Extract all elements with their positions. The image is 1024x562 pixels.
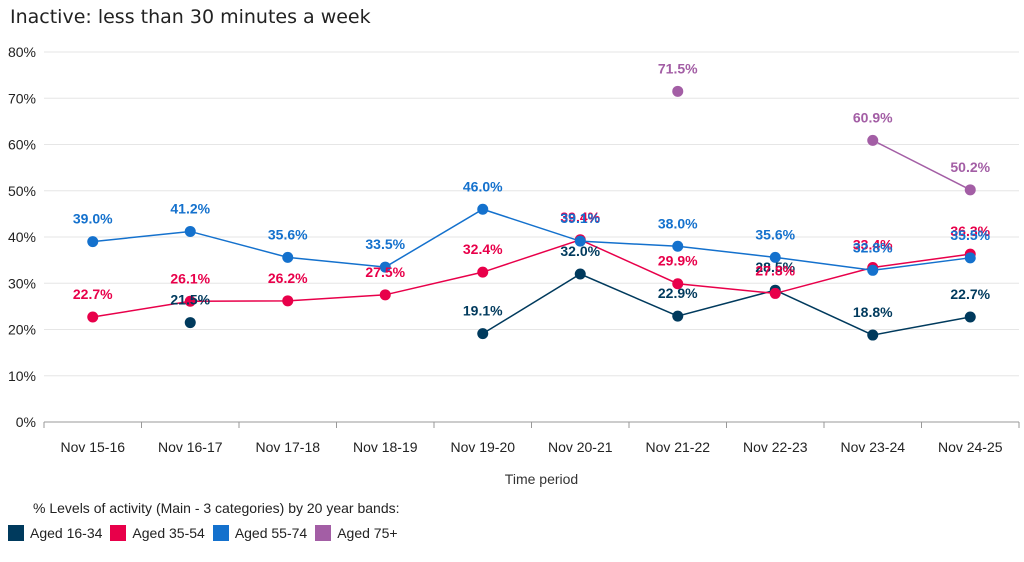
- x-axis-label: Time period: [505, 471, 578, 487]
- data-label: 19.1%: [463, 303, 503, 319]
- legend-label: Aged 35-54: [132, 525, 205, 541]
- data-point: [867, 134, 879, 146]
- data-label: 27.8%: [755, 262, 795, 278]
- data-point: [184, 295, 196, 307]
- y-tick-label: 10%: [8, 368, 36, 384]
- data-point: [379, 289, 391, 301]
- data-label: 38.0%: [658, 215, 698, 231]
- y-tick-label: 40%: [8, 229, 36, 245]
- legend: Aged 16-34 Aged 35-54 Aged 55-74 Aged 75…: [8, 525, 406, 541]
- data-point: [574, 268, 586, 280]
- data-label: 32.8%: [853, 239, 893, 255]
- x-tick-label: Nov 16-17: [158, 439, 223, 455]
- data-label: 71.5%: [658, 60, 698, 76]
- data-label: 29.9%: [658, 253, 698, 269]
- data-point: [964, 311, 976, 323]
- series-line-3: [872, 139, 971, 191]
- data-label: 22.7%: [950, 286, 990, 302]
- data-label: 60.9%: [853, 109, 893, 125]
- data-point: [87, 236, 99, 248]
- legend-title: % Levels of activity (Main - 3 categorie…: [33, 500, 400, 516]
- line-chart: 0% 10% 20% 30% 40% 50% 60% 70% 80% Nov 15-16 Nov 1…: [8, 44, 1020, 487]
- x-tick-label: Nov 19-20: [450, 439, 515, 455]
- data-point: [964, 252, 976, 264]
- series-line-1: [92, 238, 971, 318]
- data-point: [672, 310, 684, 322]
- legend-swatch: [110, 525, 127, 541]
- data-label: 46.0%: [463, 178, 503, 194]
- y-tick-label: 0%: [16, 414, 36, 430]
- data-label: 27.5%: [365, 264, 405, 280]
- data-label: 32.4%: [463, 241, 503, 257]
- y-tick-label: 50%: [8, 183, 36, 199]
- data-point: [184, 225, 196, 237]
- x-tick-label: Nov 23-24: [840, 439, 905, 455]
- data-label: 21.5%: [170, 292, 210, 308]
- data-label: 18.8%: [853, 304, 893, 320]
- data-point: [867, 329, 879, 341]
- legend-label: Aged 55-74: [234, 525, 308, 541]
- x-tick-label: Nov 22-23: [743, 439, 808, 455]
- data-label: 35.6%: [755, 226, 795, 242]
- y-tick-label: 80%: [8, 44, 36, 60]
- series-line-2: [92, 208, 971, 272]
- data-label: 39.1%: [560, 210, 600, 226]
- chart-title: Inactive: less than 30 minutes a week: [10, 6, 371, 28]
- data-label: 33.5%: [365, 236, 405, 252]
- legend-swatch: [315, 525, 332, 541]
- x-tick-label: Nov 21-22: [645, 439, 710, 455]
- data-label: 36.3%: [950, 223, 990, 239]
- data-label: 35.6%: [268, 226, 308, 242]
- data-label: 28.5%: [755, 259, 795, 275]
- data-point: [282, 251, 294, 263]
- data-point: [769, 251, 781, 263]
- data-label: 41.2%: [170, 200, 210, 216]
- data-point: [769, 287, 781, 299]
- data-point: [184, 317, 196, 329]
- data-point: [87, 311, 99, 323]
- legend-item-aged-55-74[interactable]: Aged 55-74: [212, 525, 308, 541]
- data-label: 39.0%: [73, 211, 113, 227]
- x-tick-label: Nov 20-21: [548, 439, 613, 455]
- data-label: 39.4%: [560, 209, 600, 225]
- data-point: [964, 184, 976, 196]
- data-label: 35.5%: [950, 227, 990, 243]
- y-tick-label: 20%: [8, 322, 36, 338]
- data-point: [867, 264, 879, 276]
- data-label: 22.9%: [658, 285, 698, 301]
- x-tick-label: Nov 15-16: [60, 439, 125, 455]
- legend-item-aged-35-54[interactable]: Aged 35-54: [110, 525, 205, 541]
- x-tick-label: Nov 18-19: [353, 439, 418, 455]
- data-point: [477, 328, 489, 340]
- legend-label: Aged 16-34: [30, 525, 103, 541]
- data-label: 22.7%: [73, 286, 113, 302]
- data-point: [477, 203, 489, 215]
- y-tick-label: 30%: [8, 275, 36, 291]
- y-tick-label: 60%: [8, 137, 36, 153]
- data-point: [477, 266, 489, 278]
- series-line-0: [482, 273, 971, 336]
- legend-label: Aged 75+: [337, 525, 398, 541]
- data-label: 26.2%: [268, 270, 308, 286]
- data-point: [379, 261, 391, 273]
- data-label: 33.4%: [853, 237, 893, 253]
- legend-item-aged-16-34[interactable]: Aged 16-34: [8, 525, 102, 541]
- legend-swatch: [212, 525, 229, 541]
- data-point: [574, 235, 586, 247]
- data-label: 26.1%: [170, 270, 210, 286]
- legend-swatch: [8, 525, 24, 541]
- data-point: [282, 295, 294, 307]
- x-tick-label: Nov 24-25: [938, 439, 1003, 455]
- data-point: [672, 240, 684, 252]
- data-label: 50.2%: [950, 159, 990, 175]
- x-tick-label: Nov 17-18: [255, 439, 320, 455]
- y-tick-label: 70%: [8, 90, 36, 106]
- data-point: [672, 85, 684, 97]
- legend-item-aged-75-plus[interactable]: Aged 75+: [315, 525, 398, 541]
- data-point: [672, 278, 684, 290]
- data-label: 32.0%: [560, 243, 600, 259]
